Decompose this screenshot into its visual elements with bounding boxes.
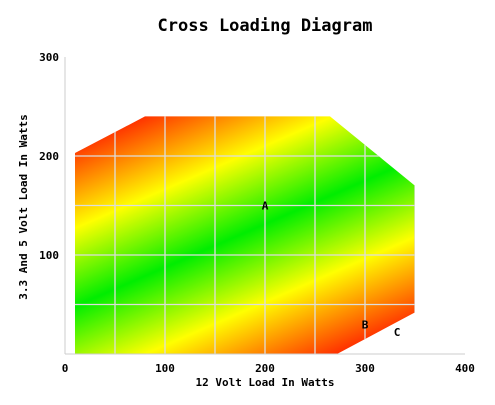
y-axis-label: 3.3 And 5 Volt Load In Watts	[17, 114, 30, 299]
load-region	[75, 116, 415, 355]
plot-area	[64, 57, 465, 355]
x-axis-label: 12 Volt Load In Watts	[195, 376, 334, 389]
x-tick-400: 400	[455, 362, 475, 375]
x-tick-300: 300	[355, 362, 375, 375]
x-tick-0: 0	[62, 362, 69, 375]
y-tick-100: 100	[39, 249, 59, 262]
y-tick-labels: 300 200 100	[39, 51, 59, 262]
x-tick-100: 100	[155, 362, 175, 375]
point-label-c: C	[394, 326, 401, 339]
chart-title: Cross Loading Diagram	[158, 16, 373, 36]
y-tick-300: 300	[39, 51, 59, 64]
x-tick-200: 200	[255, 362, 275, 375]
annotations: A B C	[262, 200, 401, 340]
y-tick-200: 200	[39, 150, 59, 163]
grid	[75, 116, 415, 354]
point-label-b: B	[362, 318, 369, 331]
point-label-a: A	[262, 200, 269, 213]
x-tick-labels: 0 100 200 300 400	[62, 362, 475, 375]
